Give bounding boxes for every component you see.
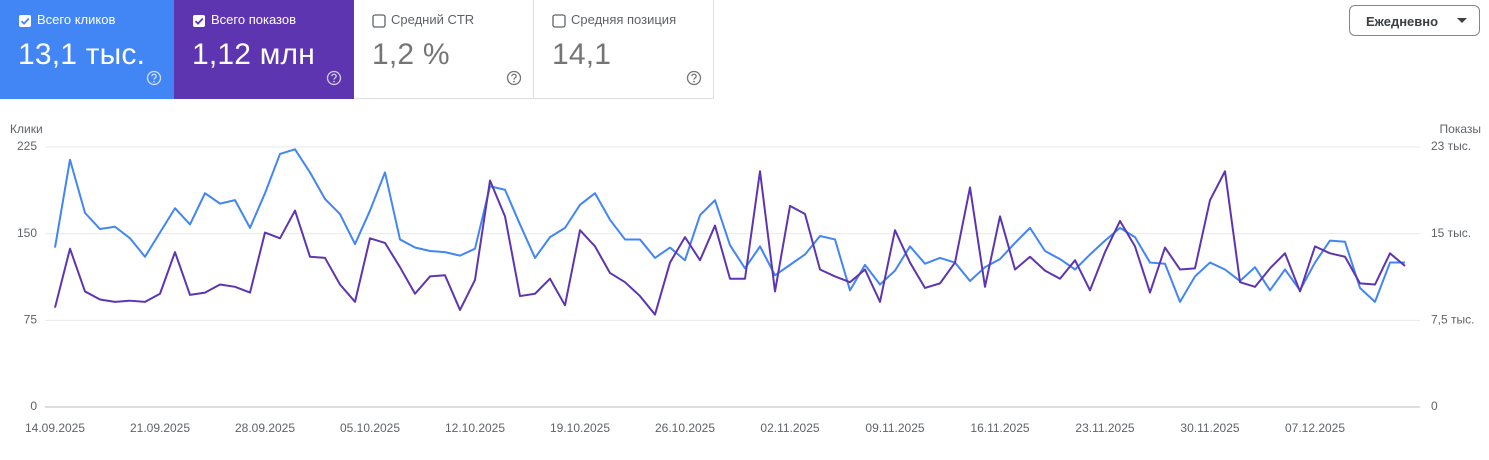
y2-axis-title: Показы bbox=[1440, 122, 1481, 136]
help-circle bbox=[326, 70, 342, 86]
metric-label: Средний CTR bbox=[391, 12, 475, 27]
x-tick-label: 09.11.2025 bbox=[865, 421, 924, 435]
metric-value: 14,1 bbox=[552, 38, 612, 71]
period-dropdown[interactable]: Ежедневно bbox=[1349, 5, 1480, 36]
y2-tick-label: 0 bbox=[1431, 399, 1438, 413]
x-tick-label: 26.10.2025 bbox=[655, 421, 715, 435]
checkbox-box bbox=[19, 15, 31, 27]
help-glyph bbox=[331, 73, 337, 80]
metric-card[interactable]: Средний CTR 1,2 % bbox=[354, 0, 534, 99]
y-tick-label: 75 bbox=[24, 313, 38, 327]
dropdown-caret bbox=[1457, 18, 1467, 23]
x-tick-label: 02.11.2025 bbox=[760, 421, 819, 435]
x-tick-label: 28.09.2025 bbox=[235, 421, 295, 435]
metric-value: 1,2 % bbox=[372, 38, 450, 71]
help-dot bbox=[693, 80, 695, 83]
x-tick-label: 16.11.2025 bbox=[970, 421, 1029, 435]
metric-label: Средняя позиция bbox=[571, 12, 677, 27]
help-circle bbox=[506, 70, 522, 86]
checkbox-check bbox=[20, 17, 30, 25]
help-icon[interactable] bbox=[146, 70, 162, 86]
metric-label: Всего кликов bbox=[37, 12, 116, 27]
x-tick-label: 30.11.2025 bbox=[1180, 421, 1239, 435]
y2-tick-label: 23 тыс. bbox=[1431, 139, 1471, 153]
x-tick-label: 14.09.2025 bbox=[25, 421, 85, 435]
metric-value: 1,12 млн bbox=[192, 38, 316, 71]
checkbox-box bbox=[193, 15, 205, 27]
help-glyph bbox=[151, 73, 157, 80]
help-circle bbox=[686, 70, 702, 86]
x-tick-label: 23.11.2025 bbox=[1075, 421, 1134, 435]
series-line bbox=[54, 170, 1406, 316]
help-circle bbox=[146, 70, 162, 86]
x-tick-label: 19.10.2025 bbox=[550, 421, 610, 435]
dropdown-label: Ежедневно bbox=[1366, 14, 1439, 29]
checkbox[interactable] bbox=[552, 14, 566, 28]
checkbox-box bbox=[552, 14, 566, 28]
help-glyph bbox=[691, 73, 697, 80]
checkbox-box bbox=[372, 14, 386, 28]
help-icon[interactable] bbox=[326, 70, 342, 86]
x-tick-label: 21.09.2025 bbox=[130, 421, 190, 435]
checkbox[interactable] bbox=[372, 14, 386, 28]
y-tick-label: 0 bbox=[30, 399, 37, 413]
checkbox[interactable] bbox=[192, 14, 206, 28]
help-dot bbox=[333, 80, 335, 83]
help-icon[interactable] bbox=[506, 70, 522, 86]
metric-card[interactable]: Средняя позиция 14,1 bbox=[534, 0, 714, 99]
y-axis-title: Клики bbox=[10, 122, 43, 136]
metric-value: 13,1 тыс. bbox=[18, 38, 146, 71]
metric-card[interactable]: Всего кликов 13,1 тыс. bbox=[0, 0, 174, 99]
help-glyph bbox=[511, 73, 517, 80]
x-tick-label: 12.10.2025 bbox=[445, 421, 505, 435]
series-line bbox=[54, 148, 1405, 303]
y2-tick-label: 15 тыс. bbox=[1431, 226, 1471, 240]
help-dot bbox=[513, 80, 515, 83]
y-tick-label: 225 bbox=[17, 139, 37, 153]
metric-card[interactable]: Всего показов 1,12 млн bbox=[174, 0, 354, 99]
help-icon[interactable] bbox=[686, 70, 702, 86]
y2-tick-label: 7,5 тыс. bbox=[1431, 313, 1474, 327]
checkbox[interactable] bbox=[18, 14, 32, 28]
y-tick-label: 150 bbox=[17, 226, 37, 240]
metric-label: Всего показов bbox=[211, 12, 296, 27]
help-dot bbox=[153, 80, 155, 83]
checkbox-check bbox=[194, 17, 204, 25]
x-tick-label: 05.10.2025 bbox=[340, 421, 400, 435]
x-tick-label: 07.12.2025 bbox=[1285, 421, 1345, 435]
